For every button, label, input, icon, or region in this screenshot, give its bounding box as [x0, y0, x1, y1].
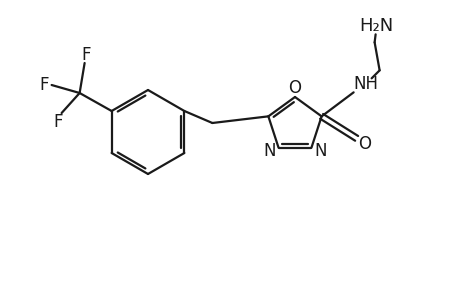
Text: O: O: [358, 135, 370, 153]
Text: N: N: [263, 142, 275, 160]
Text: NH: NH: [353, 75, 377, 93]
Text: N: N: [313, 142, 326, 160]
Text: F: F: [53, 113, 62, 131]
Text: H₂N: H₂N: [359, 17, 393, 35]
Text: F: F: [81, 46, 90, 64]
Text: F: F: [39, 76, 48, 94]
Text: O: O: [288, 79, 301, 97]
